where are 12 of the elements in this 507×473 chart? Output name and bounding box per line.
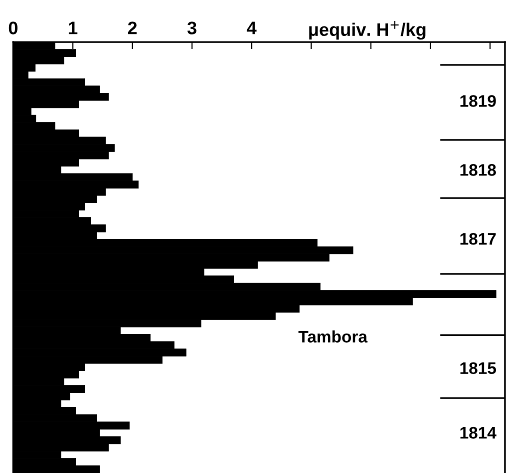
- annotation: 1815: [460, 362, 496, 374]
- annotation: 1814: [460, 426, 496, 439]
- x-tick-label: 2: [128, 22, 137, 34]
- annotation: 1818: [460, 164, 496, 176]
- x-tick-label: 1: [68, 22, 78, 34]
- x-tick-label: 4: [246, 22, 257, 34]
- annotation: Tambora: [298, 330, 368, 343]
- x-axis-title: μequiv. H$^{+}$/kg: [309, 20, 426, 40]
- annotation: 1819: [460, 95, 496, 107]
- annotation: 1817: [460, 232, 496, 245]
- x-tick-label: 3: [187, 22, 196, 34]
- x-tick-label: 0: [8, 22, 18, 34]
